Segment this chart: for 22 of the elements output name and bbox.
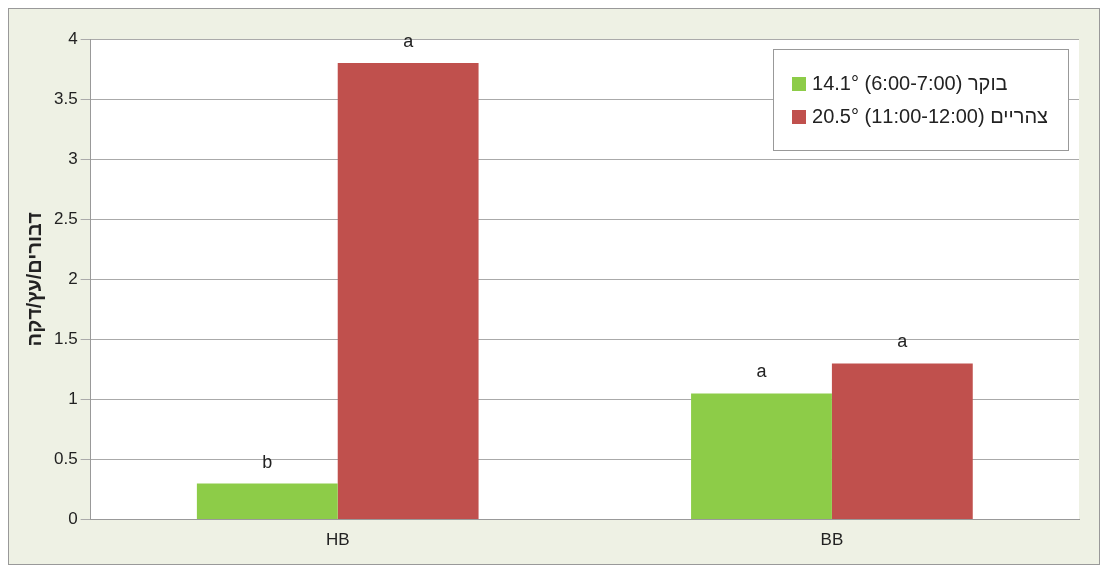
- bar: [337, 63, 479, 520]
- y-tick-label: 3: [68, 148, 78, 168]
- bar: [831, 363, 973, 520]
- y-tick-label: 2.5: [53, 208, 78, 228]
- data-label: a: [403, 31, 415, 51]
- data-label: a: [756, 361, 768, 382]
- y-tick-label: 4: [68, 28, 78, 48]
- x-tick-label: HB: [325, 530, 350, 550]
- y-tick-label: 1.5: [53, 329, 78, 349]
- y-tick-label: 0: [68, 509, 78, 529]
- x-tick-label: BB: [820, 530, 844, 550]
- bar: [691, 393, 832, 520]
- y-tick-label: 3.5: [53, 88, 78, 108]
- y-tick-label: 0.5: [53, 449, 78, 469]
- legend-label: 14.1° (6:00-7:00) בוקר: [812, 72, 1008, 95]
- data-label: a: [897, 331, 909, 352]
- data-label: b: [262, 451, 273, 472]
- y-tick-label: 1: [68, 389, 78, 409]
- legend-label: 20.5° (11:00-12:00) צהריים: [812, 105, 1048, 128]
- y-axis-title: דבורים/עץ/דקה: [22, 211, 45, 347]
- y-tick-label: 2: [68, 268, 78, 288]
- bar: [196, 483, 338, 520]
